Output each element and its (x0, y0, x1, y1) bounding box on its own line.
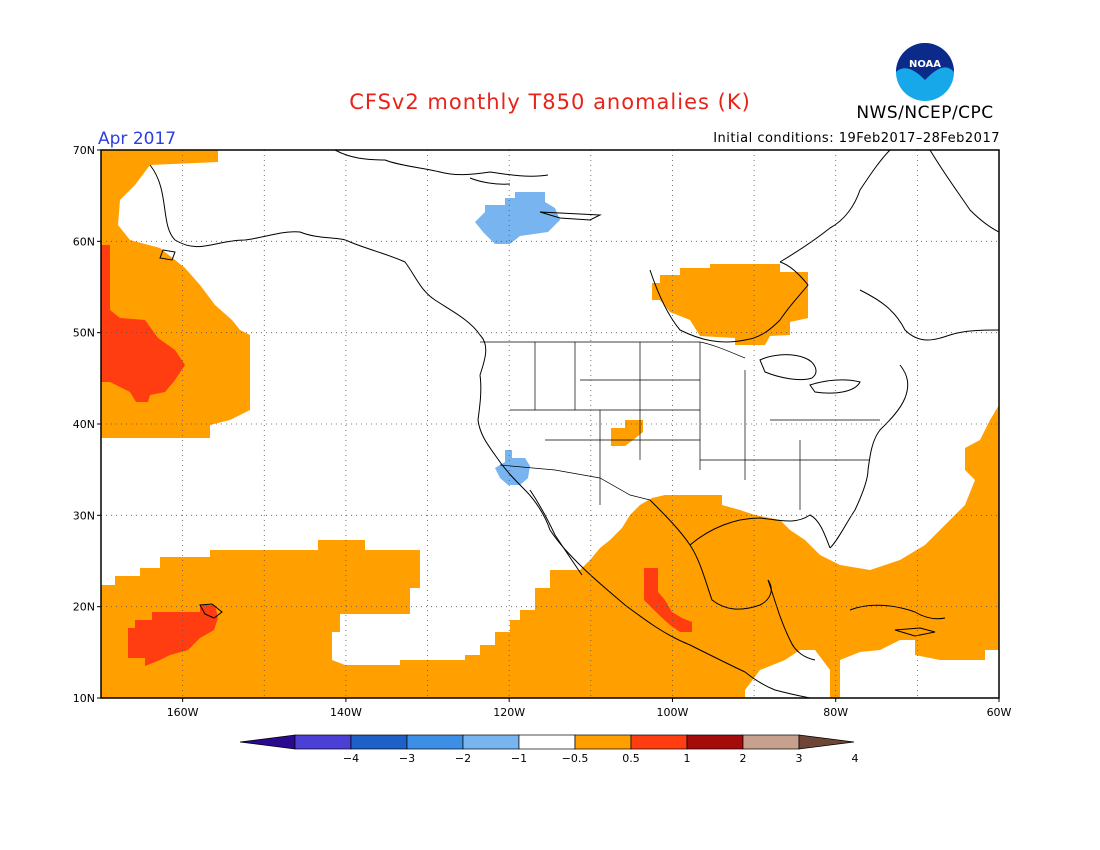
latitude-label: 50N (73, 327, 95, 340)
anomaly-region (495, 450, 530, 485)
initial-conditions: Initial conditions: 19Feb2017–28Feb2017 (713, 131, 1000, 146)
colorbar-label: 4 (852, 752, 859, 765)
longitude-label: 100W (657, 706, 689, 719)
colorbar-swatch (574, 734, 632, 750)
anomaly-region (101, 405, 999, 698)
colorbar-swatch (686, 734, 744, 750)
colorbar-label: 2 (740, 752, 747, 765)
colorbar-min-arrow (239, 734, 296, 750)
longitude-label: 80W (823, 706, 848, 719)
colorbar-swatch (630, 734, 688, 750)
political-boundaries (480, 341, 880, 510)
colorbar-swatch (518, 734, 576, 750)
anomaly-region (611, 420, 643, 446)
latitude-label: 20N (73, 601, 95, 614)
latitude-label: 60N (73, 235, 95, 248)
organization-label: NWS/NCEP/CPC (856, 103, 994, 123)
longitude-label: 160W (167, 706, 199, 719)
colorbar-max-arrow (798, 734, 855, 750)
anomaly-region (652, 264, 808, 345)
colorbar-label: −0.5 (562, 752, 589, 765)
longitude-label: 140W (330, 706, 362, 719)
colorbar-label: 1 (684, 752, 691, 765)
anomaly-region (475, 192, 560, 244)
anomaly-region (128, 605, 218, 666)
latitude-label: 10N (73, 692, 95, 705)
latitude-label: 30N (73, 509, 95, 522)
colorbar-swatch (462, 734, 520, 750)
colorbar-swatch (294, 734, 352, 750)
colorbar-label: −2 (455, 752, 471, 765)
noaa-logo-text: NOAA (909, 59, 941, 70)
latitude-label: 40N (73, 418, 95, 431)
longitude-label: 60W (987, 706, 1012, 719)
anomaly-region (101, 245, 185, 402)
colorbar-label: −3 (399, 752, 415, 765)
forecast-month: Apr 2017 (98, 129, 177, 149)
colorbar-swatch (350, 734, 408, 750)
colorbar-label: −1 (511, 752, 527, 765)
latitude-label: 70N (73, 144, 95, 157)
colorbar-swatch (742, 734, 800, 750)
colorbar-label: 3 (796, 752, 803, 765)
anomaly-region (644, 568, 692, 632)
colorbar-label: 0.5 (622, 752, 640, 765)
anomaly-region (840, 640, 999, 698)
coastlines (149, 150, 999, 698)
map-title: CFSv2 monthly T850 anomalies (K) (349, 90, 751, 114)
colorbar-swatch (406, 734, 464, 750)
colorbar-label: −4 (343, 752, 359, 765)
longitude-label: 120W (493, 706, 525, 719)
colorbar (239, 734, 855, 750)
noaa-logo-icon: NOAA (894, 41, 956, 103)
